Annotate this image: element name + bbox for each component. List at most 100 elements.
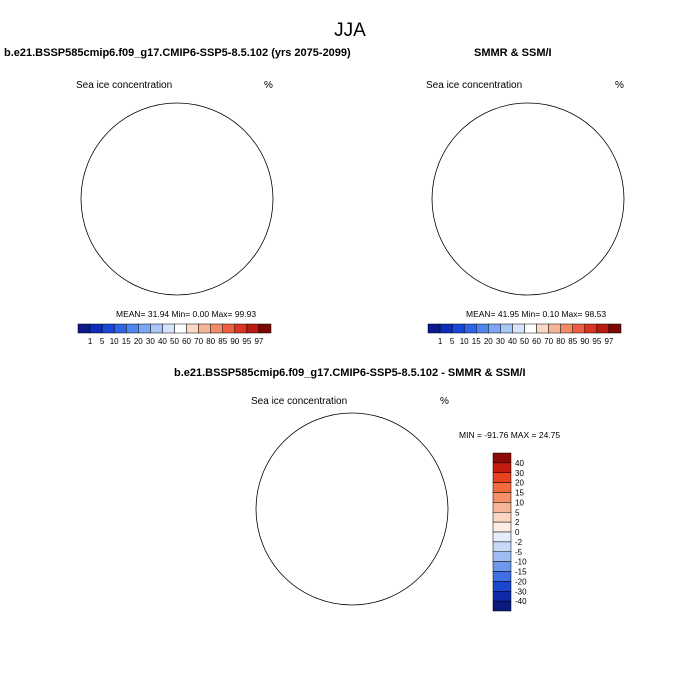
colorbar-swatch: [500, 323, 513, 334]
colorbar-tick-label: 85: [568, 337, 577, 346]
colorbar-swatch: [186, 323, 199, 334]
panel-diff-units: %: [440, 396, 449, 407]
colorbar-tick-label: 15: [472, 337, 481, 346]
colorbar-swatch: [492, 571, 512, 582]
colorbar-swatch: [492, 551, 512, 562]
panel-obs-stats: MEAN= 41.95 Min= 0.10 Max= 98.53: [466, 309, 607, 319]
colorbar-swatch: [492, 452, 512, 464]
colorbar-tick-label: 10: [460, 337, 469, 346]
colorbar-tick-label: 15: [122, 337, 131, 346]
colorbar-tick-label: 5: [515, 508, 520, 517]
panel-model-units: %: [264, 80, 273, 91]
colorbar-swatch: [101, 323, 115, 334]
colorbar-swatch: [246, 323, 260, 334]
colorbar-swatch: [492, 512, 512, 523]
colorbar-swatch: [138, 323, 151, 334]
colorbar-swatch: [77, 323, 91, 334]
colorbar-tick-label: -5: [515, 548, 523, 557]
conc-colorbar-model: 1 5 10 15 20 30 40 50 60 70 80 85 90 95 97: [77, 323, 272, 346]
colorbar-tick-label: 5: [100, 337, 105, 346]
map-diff: [255, 412, 449, 606]
colorbar-tick-label: 30: [515, 469, 524, 478]
colorbar-tick-label: 95: [592, 337, 601, 346]
colorbar-swatch: [427, 323, 441, 334]
figure-title: JJA: [334, 20, 366, 41]
colorbar-tick-label: 10: [110, 337, 119, 346]
panel-diff-title: b.e21.BSSP585cmip6.f09_g17.CMIP6-SSP5-8.…: [174, 367, 526, 379]
colorbar-swatch: [488, 323, 501, 334]
colorbar-tick-label: 30: [496, 337, 505, 346]
colorbar-tick-label: -15: [515, 568, 527, 577]
colorbar-swatch: [222, 323, 236, 334]
colorbar-swatch: [439, 323, 453, 334]
colorbar-tick-label: 97: [604, 337, 613, 346]
colorbar-tick-label: 60: [182, 337, 191, 346]
colorbar-swatch: [572, 323, 586, 334]
colorbar-swatch: [492, 521, 512, 533]
colorbar-tick-label: 30: [146, 337, 155, 346]
colorbar-swatch: [492, 462, 512, 473]
colorbar-tick-label: 0: [515, 528, 520, 537]
panel-obs-left-label: Sea ice concentration: [426, 80, 523, 91]
colorbar-tick-label: 90: [580, 337, 589, 346]
colorbar-tick-label: 10: [515, 498, 524, 507]
colorbar-swatch: [198, 323, 211, 334]
colorbar-tick-label: -10: [515, 558, 527, 567]
colorbar-tick-label: 20: [515, 479, 524, 488]
colorbar-swatch: [512, 323, 525, 334]
colorbar-tick-label: 70: [544, 337, 553, 346]
panel-diff-stats: MIN = -91.76 MAX = 24.75: [459, 430, 561, 440]
colorbar-swatch: [210, 323, 223, 334]
colorbar-tick-label: 1: [88, 337, 93, 346]
colorbar-tick-label: 40: [158, 337, 167, 346]
conc-colorbar-obs: 1 5 10 15 20 30 40 50 60 70 80 85 90 95 97: [427, 323, 622, 346]
colorbar-tick-label: 95: [242, 337, 251, 346]
panel-diff-left-label: Sea ice concentration: [251, 396, 348, 407]
colorbar-tick-label: 1: [438, 337, 443, 346]
colorbar-tick-label: 80: [556, 337, 565, 346]
colorbar-swatch: [524, 323, 537, 334]
colorbar-swatch: [548, 323, 561, 334]
colorbar-tick-label: -2: [515, 538, 523, 547]
colorbar-tick-label: 90: [230, 337, 239, 346]
map-model: [80, 102, 274, 296]
colorbar-tick-label: 80: [206, 337, 215, 346]
colorbar-swatch: [492, 472, 512, 483]
colorbar-tick-label: 20: [484, 337, 493, 346]
colorbar-tick-label: 85: [218, 337, 227, 346]
colorbar-swatch: [492, 591, 512, 602]
colorbar-swatch: [463, 323, 477, 334]
colorbar-tick-label: -30: [515, 587, 527, 596]
colorbar-tick-label: 70: [194, 337, 203, 346]
colorbar-swatch: [492, 581, 512, 592]
colorbar-swatch: [608, 323, 622, 334]
colorbar-tick-label: 2: [515, 518, 520, 527]
colorbar-tick-label: 40: [508, 337, 517, 346]
colorbar-swatch: [536, 323, 549, 334]
colorbar-swatch: [492, 600, 512, 612]
panel-model-left-label: Sea ice concentration: [76, 80, 173, 91]
colorbar-swatch: [89, 323, 103, 334]
panel-obs-units: %: [615, 80, 624, 91]
colorbar-swatch: [258, 323, 272, 334]
colorbar-tick-label: 15: [515, 489, 524, 498]
colorbar-swatch: [150, 323, 163, 334]
colorbar-swatch: [492, 531, 512, 543]
colorbar-tick-label: 60: [532, 337, 541, 346]
colorbar-swatch: [492, 492, 512, 503]
colorbar-tick-label: 50: [520, 337, 529, 346]
colorbar-swatch: [492, 541, 512, 552]
colorbar-swatch: [162, 323, 175, 334]
colorbar-swatch: [113, 323, 127, 334]
colorbar-swatch: [584, 323, 598, 334]
colorbar-swatch: [560, 323, 573, 334]
colorbar-tick-label: 97: [254, 337, 263, 346]
colorbar-swatch: [476, 323, 489, 334]
colorbar-swatch: [492, 502, 512, 513]
colorbar-swatch: [174, 323, 187, 334]
colorbar-tick-label: 20: [134, 337, 143, 346]
panel-model-stats: MEAN= 31.94 Min= 0.00 Max= 99.93: [116, 309, 257, 319]
colorbar-swatch: [492, 482, 512, 493]
